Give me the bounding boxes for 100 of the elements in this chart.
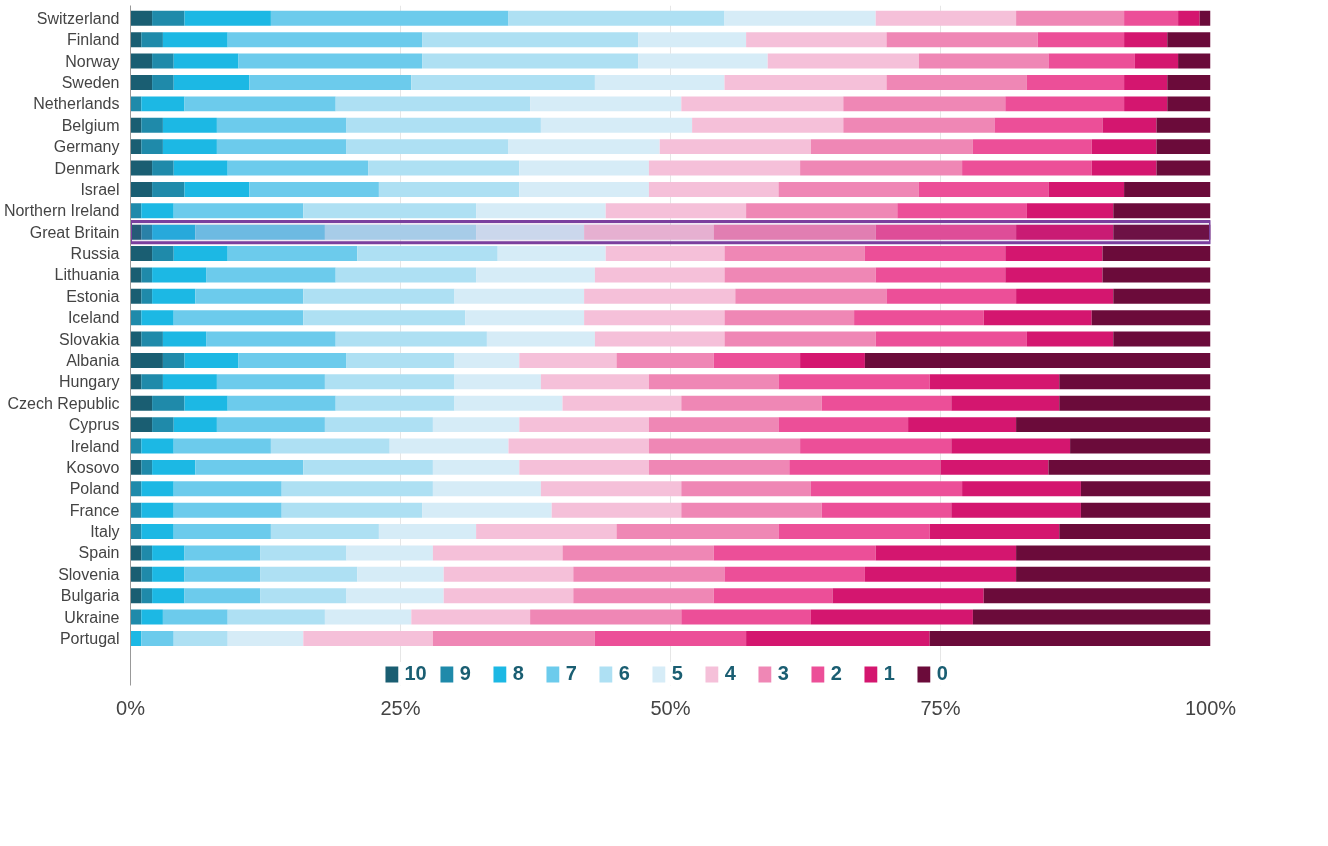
bar [584, 288, 736, 304]
bar [130, 630, 142, 646]
bar [130, 481, 142, 497]
bar [130, 502, 142, 518]
bar [951, 502, 1081, 518]
bar [152, 566, 185, 582]
bar [951, 395, 1060, 411]
bar [562, 545, 714, 561]
bar [1026, 331, 1114, 347]
bar [875, 545, 1017, 561]
bar [422, 32, 639, 48]
bar [130, 288, 142, 304]
bar [162, 609, 228, 625]
bar [432, 459, 520, 475]
bar [357, 246, 498, 262]
bar [184, 588, 261, 604]
bar [746, 32, 887, 48]
bar [1059, 524, 1211, 540]
bar [249, 181, 379, 197]
x-tick-label: 25% [380, 696, 421, 719]
bar [152, 53, 174, 69]
bar [152, 246, 174, 262]
bar [260, 566, 358, 582]
bar [1026, 75, 1125, 90]
bar [594, 75, 725, 90]
y-tick-label: Poland [69, 480, 120, 498]
x-tick-label: 75% [920, 696, 961, 719]
bar [141, 438, 174, 454]
bar [486, 331, 595, 347]
bar [1178, 10, 1200, 26]
bar [260, 545, 347, 561]
bar [141, 524, 174, 540]
bar [1005, 267, 1103, 283]
bar [724, 246, 865, 262]
bar [335, 395, 455, 411]
bar [692, 117, 844, 133]
y-tick-label: Great Britain [29, 223, 120, 241]
bar [1113, 224, 1211, 240]
bar [303, 288, 455, 304]
bar [1005, 96, 1125, 112]
bar [810, 139, 973, 155]
bar [411, 609, 531, 625]
bar [778, 374, 930, 390]
bar [1059, 395, 1211, 411]
bar [335, 267, 477, 283]
bar [519, 181, 649, 197]
bar [1124, 181, 1211, 197]
bar [1199, 10, 1211, 26]
bar [173, 246, 228, 262]
y-tick-label: Ukraine [64, 608, 120, 626]
bar [972, 609, 1211, 625]
bar [335, 96, 531, 112]
bar [324, 224, 477, 240]
bar [983, 588, 1211, 604]
bar [1156, 117, 1211, 133]
bar [875, 267, 1006, 283]
bar [821, 502, 952, 518]
bar [130, 10, 153, 26]
bar [540, 481, 682, 497]
bar [1102, 117, 1157, 133]
bar [270, 438, 390, 454]
bar [281, 502, 423, 518]
legend-label: 7 [565, 662, 578, 685]
bar [810, 481, 963, 497]
y-tick-label: Hungary [59, 373, 120, 391]
bar [951, 438, 1071, 454]
bar [713, 224, 876, 240]
bar [875, 224, 1017, 240]
bar [918, 53, 1049, 69]
bar [443, 566, 574, 582]
bar [1091, 139, 1157, 155]
bar [508, 10, 725, 26]
bar [173, 53, 239, 69]
y-tick-label: Germany [53, 138, 120, 156]
bar [130, 417, 153, 433]
bar [1016, 417, 1211, 433]
bar [1167, 96, 1211, 112]
y-tick-label: Kosovo [66, 458, 120, 476]
bar [141, 566, 153, 582]
bar [886, 32, 1038, 48]
bar [152, 267, 207, 283]
y-tick-label: Ireland [70, 437, 120, 455]
bar [346, 588, 444, 604]
bar [227, 609, 325, 625]
bar [476, 267, 595, 283]
bar [173, 481, 282, 497]
x-tick-label: 100% [1184, 696, 1237, 719]
bar [141, 203, 174, 219]
legend-label: 3 [777, 662, 790, 685]
bar [454, 288, 585, 304]
bar [141, 502, 174, 518]
bar [929, 630, 1211, 646]
bar [141, 588, 153, 604]
y-tick-label: Lithuania [54, 266, 120, 284]
legend-label: 5 [671, 662, 684, 685]
bar [184, 395, 228, 411]
bar [843, 96, 1006, 112]
y-tick-label: Spain [78, 544, 120, 562]
bar [378, 181, 520, 197]
bar [162, 352, 185, 368]
